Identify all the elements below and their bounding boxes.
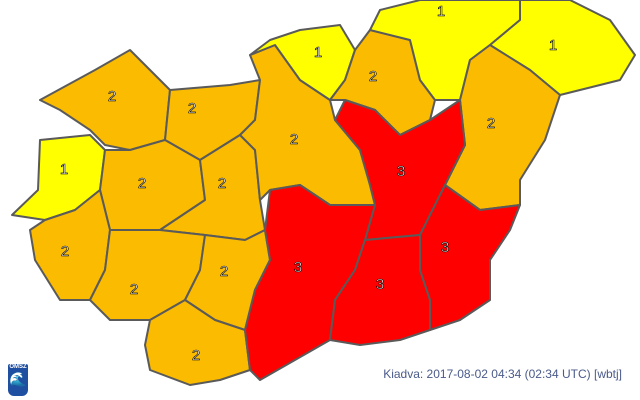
- county-bekes[interactable]: [419, 184, 521, 331]
- warning-level-bacs-kiskun: 3: [294, 259, 302, 276]
- issued-timestamp: Kiadva: 2017-08-02 04:34 (02:34 UTC) [wb…: [383, 367, 622, 381]
- county-jasz-nagykun-szolnok[interactable]: [334, 99, 466, 241]
- warning-level-fejer: 2: [218, 175, 226, 192]
- warning-level-pest: 2: [290, 131, 298, 148]
- warning-level-baranya: 2: [192, 347, 200, 364]
- warning-level-somogy: 2: [130, 281, 138, 298]
- county-gyor-moson-sopron[interactable]: [39, 49, 171, 151]
- county-szabolcs-szatmar-bereg[interactable]: [489, 0, 636, 96]
- omsz-logo: OMSZ 🌊: [8, 364, 28, 396]
- warning-level-tolna: 2: [220, 263, 228, 280]
- warning-level-szabolcs-szatmar-bereg: 1: [549, 37, 557, 54]
- warning-level-jasz-nagykun-szolnok: 3: [397, 163, 405, 180]
- warning-level-bekes: 3: [441, 239, 449, 256]
- warning-level-nograd: 1: [314, 44, 322, 61]
- county-baranya[interactable]: [144, 299, 251, 386]
- warning-level-csongrad: 3: [376, 276, 384, 293]
- warning-level-veszprem: 2: [138, 175, 146, 192]
- warning-level-gyor-moson-sopron: 2: [108, 88, 116, 105]
- warning-level-heves: 2: [369, 68, 377, 85]
- warning-level-vas: 1: [60, 161, 68, 178]
- county-heves[interactable]: [329, 29, 436, 136]
- warning-level-hajdu-bihar: 2: [487, 115, 495, 132]
- logo-text: OMSZ: [9, 364, 27, 370]
- warning-level-zala: 2: [61, 243, 69, 260]
- warning-level-borsod-abauj-zemplen: 1: [437, 3, 445, 20]
- warning-level-komarom-esztergom: 2: [188, 100, 196, 117]
